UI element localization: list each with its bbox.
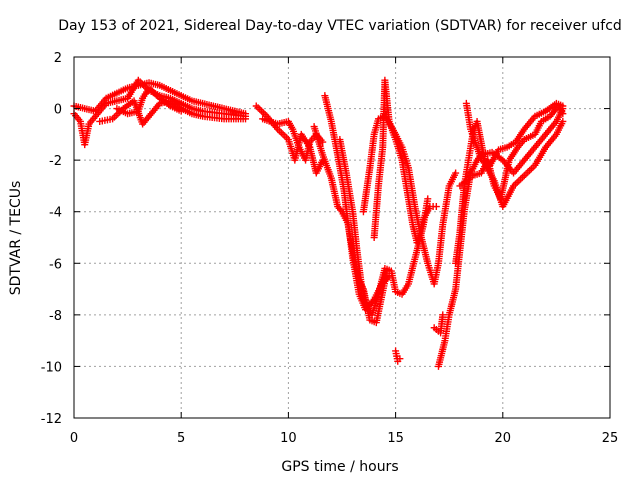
data-point [559, 110, 567, 118]
y-tick-label: -10 [41, 360, 62, 375]
series-q [462, 99, 567, 169]
x-tick-label: 20 [495, 431, 512, 446]
y-tick-label: -4 [49, 206, 62, 221]
series-d [113, 84, 185, 118]
y-tick-label: 2 [54, 51, 62, 66]
y-tick-label: -12 [41, 412, 62, 427]
x-tick-label: 0 [70, 431, 78, 446]
series-l [392, 347, 404, 365]
chart-title: Day 153 of 2021, Sidereal Day-to-day VTE… [58, 18, 622, 34]
data-point [242, 115, 250, 123]
series-o [452, 117, 567, 267]
data-point [396, 355, 404, 363]
data-point [177, 107, 185, 115]
series-k [370, 76, 440, 247]
x-tick-label: 10 [280, 431, 297, 446]
x-axis-ticks: 0 5 10 15 20 25 [70, 57, 618, 446]
y-tick-label: -2 [49, 154, 62, 169]
series-j [359, 112, 460, 288]
y-axis-label: SDTVAR / TECUs [8, 181, 24, 296]
x-tick-label: 15 [387, 431, 404, 446]
x-tick-label: 5 [177, 431, 185, 446]
grid-lines [74, 57, 610, 418]
data-point [432, 203, 440, 211]
series-e [252, 102, 327, 177]
series-m [430, 311, 447, 337]
y-tick-label: -8 [49, 309, 62, 324]
x-tick-label: 25 [602, 431, 619, 446]
plot-frame [73, 56, 611, 419]
series-b [70, 79, 250, 118]
y-tick-label: -6 [49, 257, 62, 272]
data-point [439, 311, 447, 319]
data-point [559, 102, 567, 110]
x-axis-label: GPS time / hours [281, 459, 398, 475]
y-tick-label: 0 [54, 103, 62, 118]
y-axis-ticks: 2 0 -2 -4 -6 -8 -10 -12 [41, 51, 610, 427]
data-point [452, 169, 460, 177]
data-point [559, 117, 567, 125]
data-point [424, 195, 432, 203]
data-points [70, 76, 567, 370]
